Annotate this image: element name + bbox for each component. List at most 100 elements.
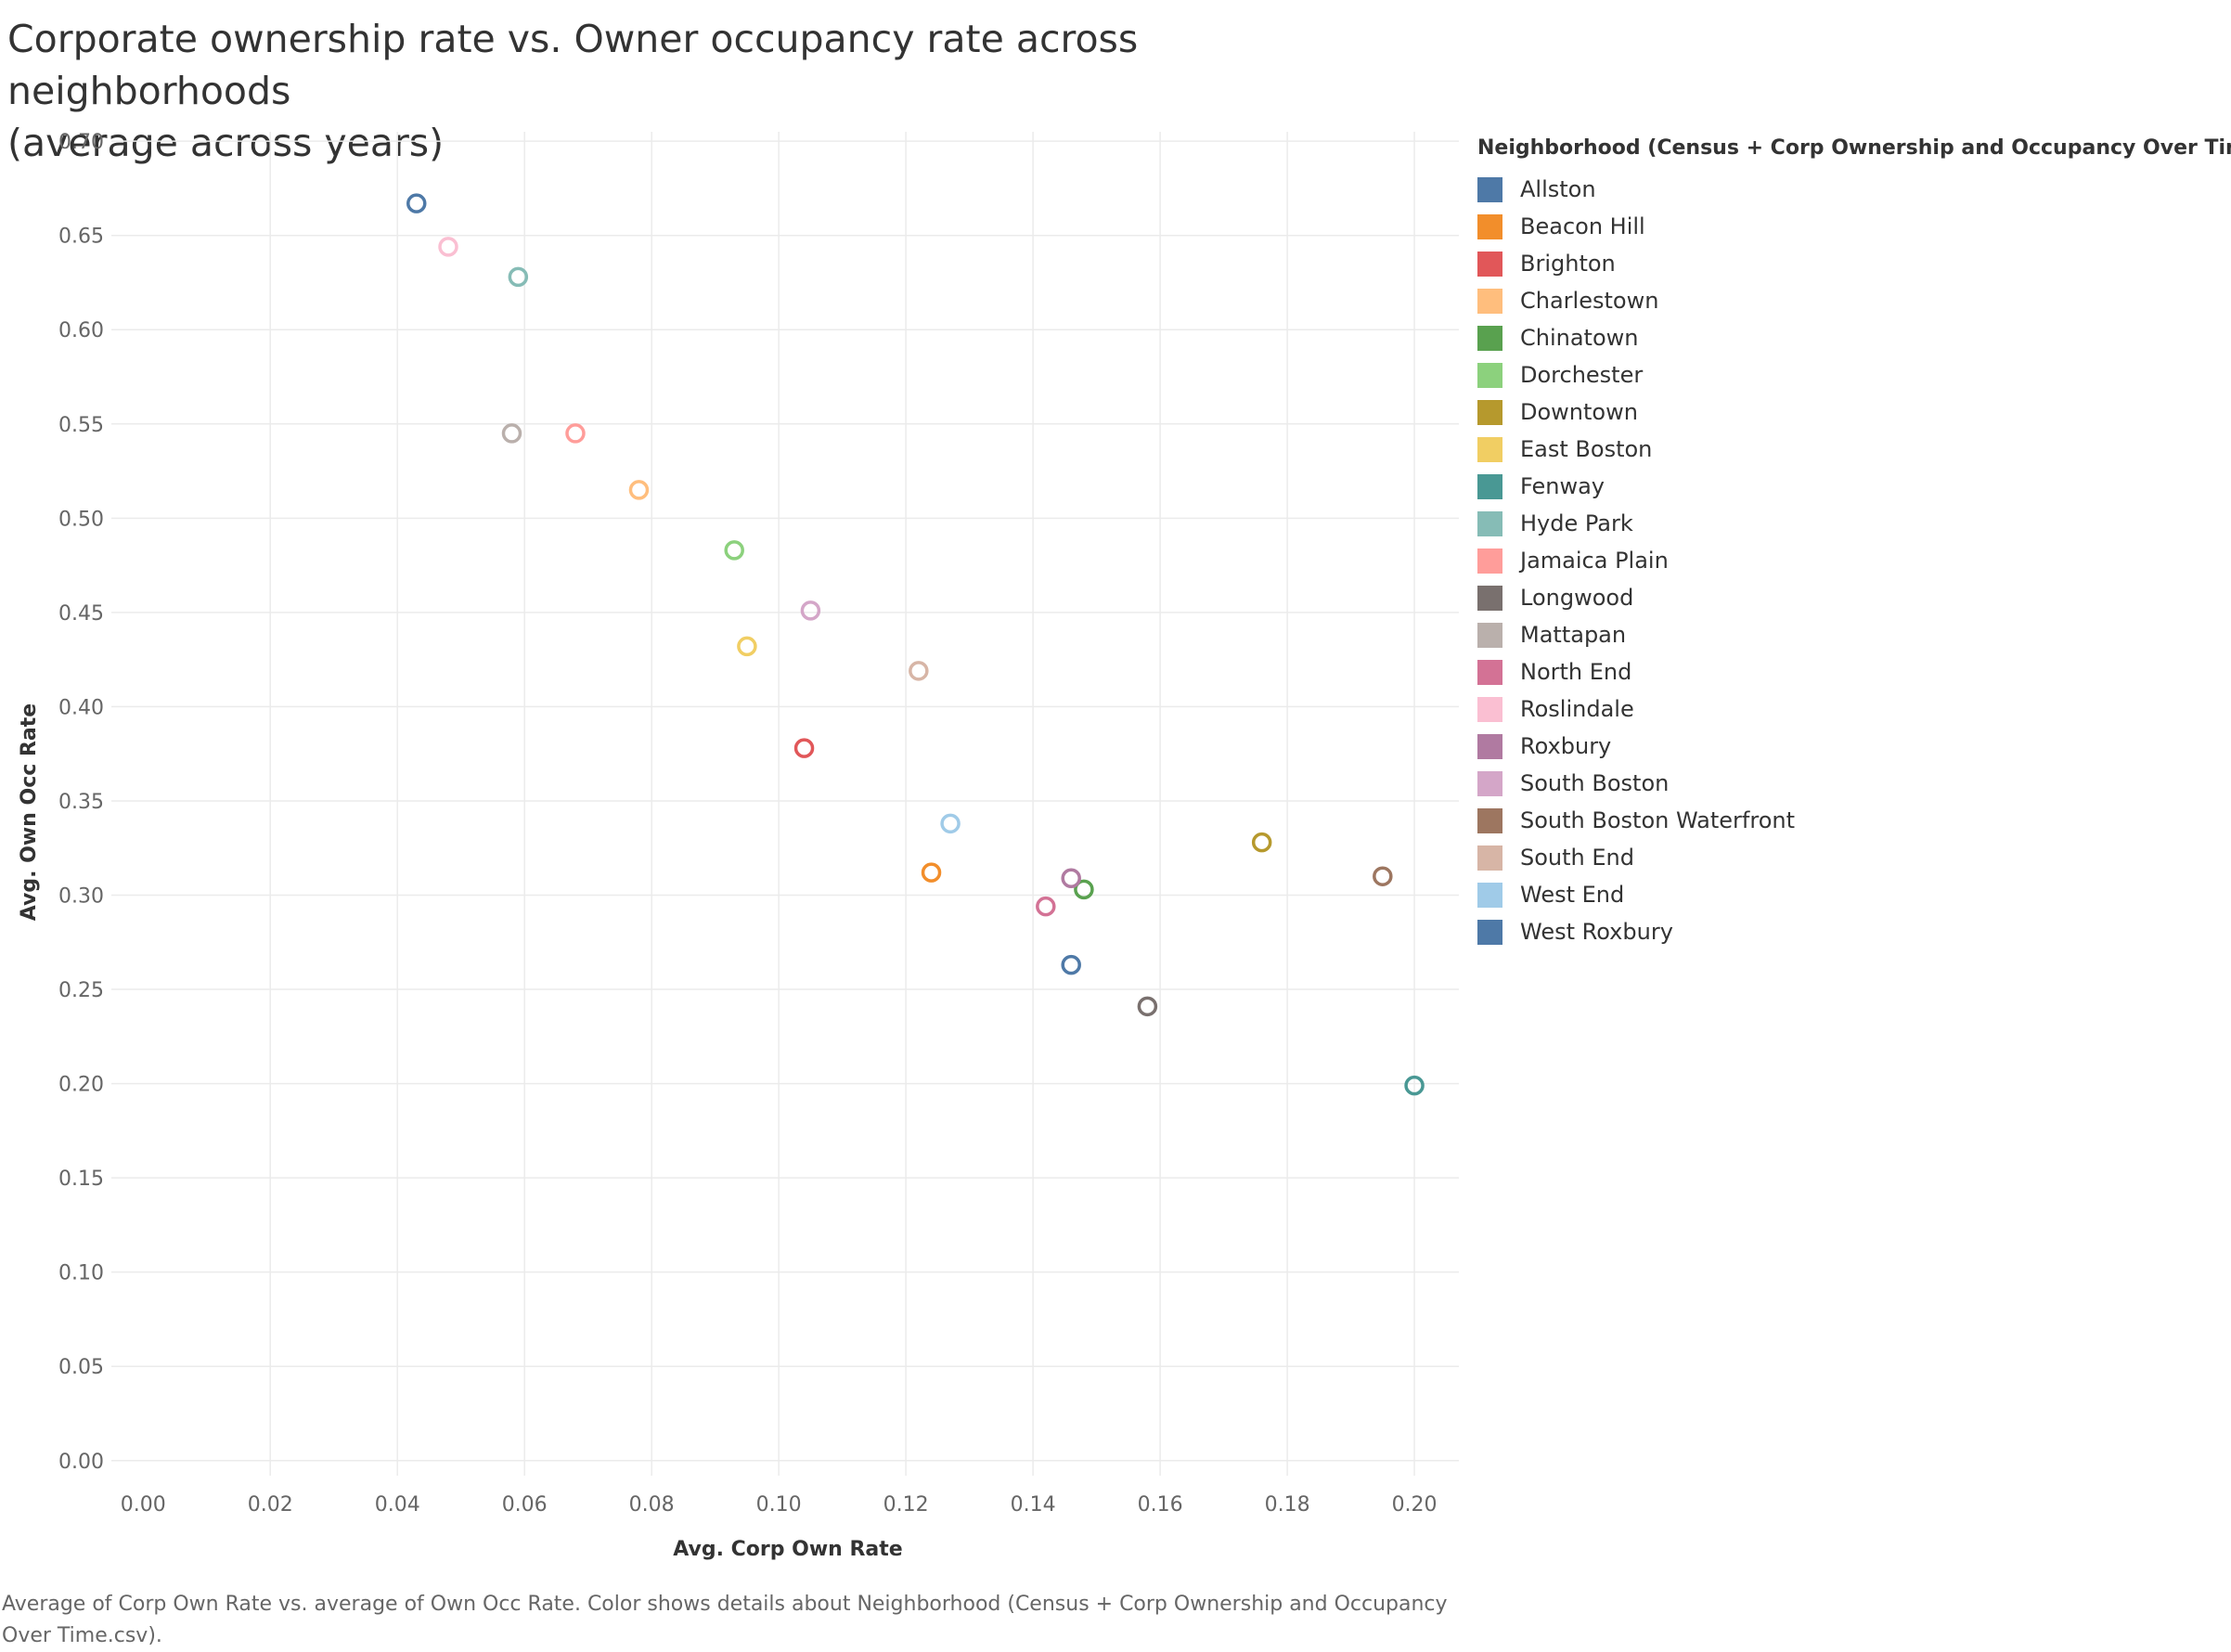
legend-swatch: [1477, 399, 1502, 425]
data-point[interactable]: [1061, 954, 1081, 975]
x-tick-label: 0.20: [1392, 1493, 1438, 1516]
legend-label: East Boston: [1520, 436, 1653, 462]
legend-items: Allston Beacon Hill Brighton Charlestown Chi…: [1477, 171, 2220, 950]
data-point[interactable]: [438, 237, 458, 257]
legend-item[interactable]: Charlestown: [1477, 282, 2220, 319]
x-tick-label: 0.04: [375, 1493, 420, 1516]
legend-item[interactable]: Dorchester: [1477, 356, 2220, 394]
legend-item[interactable]: Roslindale: [1477, 690, 2220, 728]
y-tick-label: 0.45: [58, 602, 104, 626]
legend-label: Dorchester: [1520, 362, 1644, 388]
data-point[interactable]: [724, 540, 744, 561]
data-point[interactable]: [508, 266, 529, 288]
x-axis-ticks: 0.00 0.02 0.04 0.06 0.08 0.10 0.12 0.14 0.16 0.18…: [121, 1493, 1438, 1516]
legend-swatch: [1477, 585, 1502, 611]
y-axis-ticks: 0.00 0.05 0.10 0.15 0.20 0.25 0.30 0.35 0.40 0.45…: [58, 131, 104, 1474]
legend-swatch: [1477, 325, 1502, 351]
x-tick-label: 0.14: [1011, 1493, 1056, 1516]
x-tick-label: 0.00: [121, 1493, 166, 1516]
legend-label: Mattapan: [1520, 622, 1627, 648]
legend-swatch: [1477, 362, 1502, 388]
x-tick-label: 0.08: [629, 1493, 675, 1516]
legend-label: Allston: [1520, 176, 1596, 202]
legend-item[interactable]: North End: [1477, 653, 2220, 690]
data-point[interactable]: [1373, 866, 1393, 886]
data-point[interactable]: [1061, 868, 1081, 888]
x-tick-label: 0.18: [1265, 1493, 1310, 1516]
legend-label: Jamaica Plain: [1520, 548, 1669, 574]
legend-item[interactable]: Beacon Hill: [1477, 208, 2220, 245]
legend-label: Downtown: [1520, 399, 1638, 425]
y-tick-label: 0.30: [58, 884, 104, 908]
legend-item[interactable]: Mattapan: [1477, 616, 2220, 653]
legend-item[interactable]: West Roxbury: [1477, 913, 2220, 950]
data-point[interactable]: [1404, 1075, 1425, 1096]
data-point[interactable]: [1074, 879, 1094, 900]
y-tick-label: 0.50: [58, 508, 104, 531]
legend-item[interactable]: Downtown: [1477, 394, 2220, 431]
data-point[interactable]: [737, 636, 757, 657]
legend-item[interactable]: Brighton: [1477, 245, 2220, 282]
y-tick-label: 0.25: [58, 979, 104, 1002]
legend-item[interactable]: Longwood: [1477, 579, 2220, 616]
legend-swatch: [1477, 622, 1502, 648]
legend-item[interactable]: Chinatown: [1477, 319, 2220, 356]
legend-swatch: [1477, 845, 1502, 871]
legend-item[interactable]: Jamaica Plain: [1477, 542, 2220, 579]
legend-swatch: [1477, 548, 1502, 574]
legend-item[interactable]: South Boston: [1477, 765, 2220, 802]
x-tick-label: 0.06: [502, 1493, 548, 1516]
data-point[interactable]: [628, 480, 650, 500]
x-tick-label: 0.02: [248, 1493, 293, 1516]
y-tick-label: 0.40: [58, 696, 104, 719]
data-point[interactable]: [909, 661, 929, 681]
legend-swatch: [1477, 473, 1502, 499]
legend-label: South End: [1520, 845, 1634, 871]
legend-label: West Roxbury: [1520, 919, 1673, 945]
legend-label: Longwood: [1520, 585, 1634, 611]
legend-label: Charlestown: [1520, 288, 1659, 314]
data-point[interactable]: [565, 423, 586, 444]
y-tick-label: 0.05: [58, 1356, 104, 1379]
legend-item[interactable]: East Boston: [1477, 431, 2220, 468]
legend-item[interactable]: South Boston Waterfront: [1477, 802, 2220, 839]
data-point[interactable]: [1137, 996, 1158, 1017]
data-point[interactable]: [406, 193, 427, 213]
data-point[interactable]: [793, 738, 815, 758]
legend-swatch: [1477, 807, 1502, 833]
y-tick-label: 0.15: [58, 1168, 104, 1191]
chart-title-line-2: (average across years): [7, 121, 445, 165]
legend-swatch: [1477, 251, 1502, 277]
data-point[interactable]: [940, 813, 961, 834]
data-point[interactable]: [1036, 896, 1056, 917]
legend-swatch: [1477, 696, 1502, 722]
legend-label: Roxbury: [1520, 733, 1612, 759]
data-point[interactable]: [501, 423, 522, 444]
legend-item[interactable]: Fenway: [1477, 468, 2220, 505]
data-point[interactable]: [921, 862, 942, 883]
legend-item[interactable]: West End: [1477, 876, 2220, 913]
legend-swatch: [1477, 213, 1502, 239]
data-point[interactable]: [1251, 832, 1272, 853]
chart-title-line-1: Corporate ownership rate vs. Owner occup…: [7, 17, 1139, 113]
legend-item[interactable]: Roxbury: [1477, 728, 2220, 765]
y-tick-label: 0.55: [58, 414, 104, 437]
y-tick-label: 0.20: [58, 1074, 104, 1097]
chart-caption: Average of Corp Own Rate vs. average of …: [2, 1593, 1448, 1647]
legend-label: Chinatown: [1520, 325, 1639, 351]
legend-swatch: [1477, 436, 1502, 462]
data-point[interactable]: [800, 600, 821, 621]
x-tick-label: 0.12: [883, 1493, 929, 1516]
legend-swatch: [1477, 510, 1502, 536]
horizontal-gridlines: [111, 140, 1459, 1462]
legend-item[interactable]: Allston: [1477, 171, 2220, 208]
legend-swatch: [1477, 659, 1502, 685]
legend-item[interactable]: Hyde Park: [1477, 505, 2220, 542]
chart-title: Corporate ownership rate vs. Owner occup…: [7, 13, 1399, 169]
legend-item[interactable]: South End: [1477, 839, 2220, 876]
legend-swatch: [1477, 733, 1502, 759]
legend-title: Neighborhood (Census + Corp Ownership an…: [1477, 136, 2231, 160]
legend-swatch: [1477, 919, 1502, 945]
y-tick-label: 0.10: [58, 1262, 104, 1285]
vertical-gridlines: [269, 132, 1415, 1476]
